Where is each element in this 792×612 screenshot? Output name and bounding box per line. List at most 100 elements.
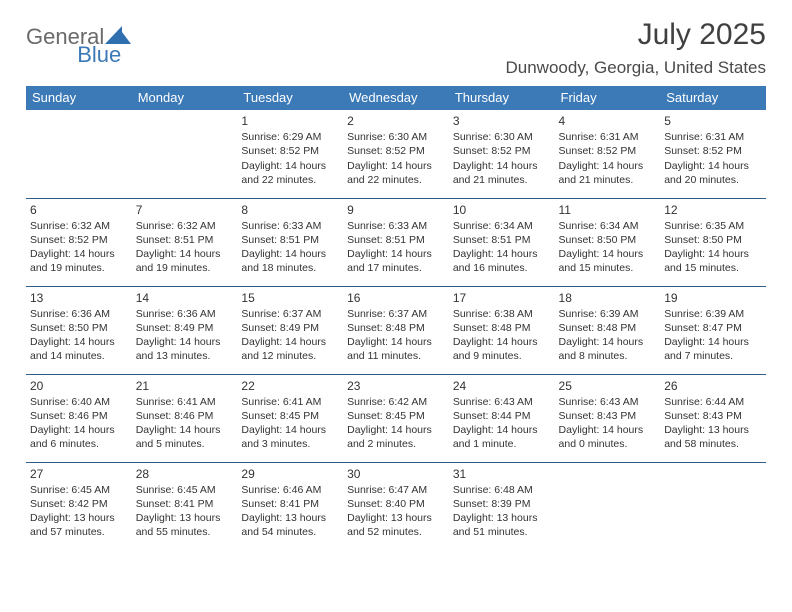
daylight-line: and 22 minutes. xyxy=(347,173,445,187)
sunset-line: Sunset: 8:49 PM xyxy=(136,321,234,335)
daylight-line: Daylight: 14 hours xyxy=(453,335,551,349)
daylight-line: Daylight: 14 hours xyxy=(30,335,128,349)
sunset-line: Sunset: 8:50 PM xyxy=(30,321,128,335)
calendar-day-cell: 17Sunrise: 6:38 AMSunset: 8:48 PMDayligh… xyxy=(449,286,555,374)
calendar-day-cell xyxy=(132,110,238,198)
day-number: 15 xyxy=(241,290,339,306)
daylight-line: and 13 minutes. xyxy=(136,349,234,363)
day-number: 18 xyxy=(559,290,657,306)
day-header-row: Sunday Monday Tuesday Wednesday Thursday… xyxy=(26,86,766,110)
daylight-line: and 15 minutes. xyxy=(559,261,657,275)
daylight-line: Daylight: 13 hours xyxy=(30,511,128,525)
daylight-line: and 15 minutes. xyxy=(664,261,762,275)
sunset-line: Sunset: 8:44 PM xyxy=(453,409,551,423)
location-subtitle: Dunwoody, Georgia, United States xyxy=(506,58,767,78)
daylight-line: Daylight: 14 hours xyxy=(241,423,339,437)
calendar-week-row: 20Sunrise: 6:40 AMSunset: 8:46 PMDayligh… xyxy=(26,374,766,462)
day-number: 1 xyxy=(241,113,339,129)
daylight-line: Daylight: 13 hours xyxy=(453,511,551,525)
daylight-line: and 20 minutes. xyxy=(664,173,762,187)
sunset-line: Sunset: 8:42 PM xyxy=(30,497,128,511)
calendar-day-cell: 6Sunrise: 6:32 AMSunset: 8:52 PMDaylight… xyxy=(26,198,132,286)
daylight-line: and 19 minutes. xyxy=(136,261,234,275)
daylight-line: Daylight: 14 hours xyxy=(347,159,445,173)
sunrise-line: Sunrise: 6:46 AM xyxy=(241,483,339,497)
daylight-line: and 21 minutes. xyxy=(559,173,657,187)
sunset-line: Sunset: 8:46 PM xyxy=(136,409,234,423)
sunrise-line: Sunrise: 6:39 AM xyxy=(664,307,762,321)
sunset-line: Sunset: 8:51 PM xyxy=(241,233,339,247)
calendar-day-cell: 16Sunrise: 6:37 AMSunset: 8:48 PMDayligh… xyxy=(343,286,449,374)
daylight-line: Daylight: 14 hours xyxy=(453,423,551,437)
sunrise-line: Sunrise: 6:45 AM xyxy=(136,483,234,497)
day-number: 10 xyxy=(453,202,551,218)
day-header: Friday xyxy=(555,86,661,110)
sunset-line: Sunset: 8:48 PM xyxy=(453,321,551,335)
day-header: Wednesday xyxy=(343,86,449,110)
sunset-line: Sunset: 8:46 PM xyxy=(30,409,128,423)
daylight-line: Daylight: 14 hours xyxy=(136,423,234,437)
sunrise-line: Sunrise: 6:41 AM xyxy=(136,395,234,409)
sunrise-line: Sunrise: 6:30 AM xyxy=(453,130,551,144)
calendar-day-cell xyxy=(26,110,132,198)
sunset-line: Sunset: 8:52 PM xyxy=(559,144,657,158)
day-number: 7 xyxy=(136,202,234,218)
daylight-line: and 16 minutes. xyxy=(453,261,551,275)
sunrise-line: Sunrise: 6:31 AM xyxy=(559,130,657,144)
calendar-day-cell: 27Sunrise: 6:45 AMSunset: 8:42 PMDayligh… xyxy=(26,462,132,550)
calendar-day-cell: 19Sunrise: 6:39 AMSunset: 8:47 PMDayligh… xyxy=(660,286,766,374)
calendar-day-cell: 12Sunrise: 6:35 AMSunset: 8:50 PMDayligh… xyxy=(660,198,766,286)
calendar-day-cell: 10Sunrise: 6:34 AMSunset: 8:51 PMDayligh… xyxy=(449,198,555,286)
sunrise-line: Sunrise: 6:44 AM xyxy=(664,395,762,409)
daylight-line: Daylight: 14 hours xyxy=(241,159,339,173)
sunset-line: Sunset: 8:52 PM xyxy=(453,144,551,158)
calendar-day-cell: 18Sunrise: 6:39 AMSunset: 8:48 PMDayligh… xyxy=(555,286,661,374)
daylight-line: and 7 minutes. xyxy=(664,349,762,363)
daylight-line: Daylight: 14 hours xyxy=(241,247,339,261)
calendar-day-cell: 25Sunrise: 6:43 AMSunset: 8:43 PMDayligh… xyxy=(555,374,661,462)
sunset-line: Sunset: 8:41 PM xyxy=(136,497,234,511)
calendar-day-cell: 5Sunrise: 6:31 AMSunset: 8:52 PMDaylight… xyxy=(660,110,766,198)
day-number: 24 xyxy=(453,378,551,394)
daylight-line: and 14 minutes. xyxy=(30,349,128,363)
sunrise-line: Sunrise: 6:41 AM xyxy=(241,395,339,409)
sunrise-line: Sunrise: 6:35 AM xyxy=(664,219,762,233)
sunrise-line: Sunrise: 6:34 AM xyxy=(559,219,657,233)
daylight-line: Daylight: 13 hours xyxy=(136,511,234,525)
day-number: 17 xyxy=(453,290,551,306)
daylight-line: Daylight: 14 hours xyxy=(347,335,445,349)
daylight-line: Daylight: 14 hours xyxy=(453,247,551,261)
calendar-day-cell: 28Sunrise: 6:45 AMSunset: 8:41 PMDayligh… xyxy=(132,462,238,550)
sunset-line: Sunset: 8:43 PM xyxy=(559,409,657,423)
sunset-line: Sunset: 8:39 PM xyxy=(453,497,551,511)
sunset-line: Sunset: 8:52 PM xyxy=(664,144,762,158)
daylight-line: Daylight: 14 hours xyxy=(559,335,657,349)
day-number: 21 xyxy=(136,378,234,394)
calendar-day-cell xyxy=(555,462,661,550)
daylight-line: Daylight: 13 hours xyxy=(241,511,339,525)
calendar-table: Sunday Monday Tuesday Wednesday Thursday… xyxy=(26,86,766,550)
calendar-day-cell: 8Sunrise: 6:33 AMSunset: 8:51 PMDaylight… xyxy=(237,198,343,286)
calendar-week-row: 6Sunrise: 6:32 AMSunset: 8:52 PMDaylight… xyxy=(26,198,766,286)
day-number: 8 xyxy=(241,202,339,218)
daylight-line: and 58 minutes. xyxy=(664,437,762,451)
daylight-line: and 3 minutes. xyxy=(241,437,339,451)
calendar-day-cell: 15Sunrise: 6:37 AMSunset: 8:49 PMDayligh… xyxy=(237,286,343,374)
calendar-week-row: 13Sunrise: 6:36 AMSunset: 8:50 PMDayligh… xyxy=(26,286,766,374)
sunrise-line: Sunrise: 6:36 AM xyxy=(30,307,128,321)
daylight-line: and 0 minutes. xyxy=(559,437,657,451)
sunset-line: Sunset: 8:50 PM xyxy=(559,233,657,247)
day-number: 19 xyxy=(664,290,762,306)
calendar-day-cell: 31Sunrise: 6:48 AMSunset: 8:39 PMDayligh… xyxy=(449,462,555,550)
daylight-line: and 57 minutes. xyxy=(30,525,128,539)
sunrise-line: Sunrise: 6:30 AM xyxy=(347,130,445,144)
sunset-line: Sunset: 8:52 PM xyxy=(30,233,128,247)
header: General Blue July 2025 Dunwoody, Georgia… xyxy=(26,18,766,78)
calendar-day-cell: 30Sunrise: 6:47 AMSunset: 8:40 PMDayligh… xyxy=(343,462,449,550)
calendar-day-cell: 4Sunrise: 6:31 AMSunset: 8:52 PMDaylight… xyxy=(555,110,661,198)
sunset-line: Sunset: 8:50 PM xyxy=(664,233,762,247)
sunrise-line: Sunrise: 6:31 AM xyxy=(664,130,762,144)
logo-text-blue: Blue xyxy=(77,42,121,67)
sunrise-line: Sunrise: 6:33 AM xyxy=(241,219,339,233)
calendar-day-cell xyxy=(660,462,766,550)
